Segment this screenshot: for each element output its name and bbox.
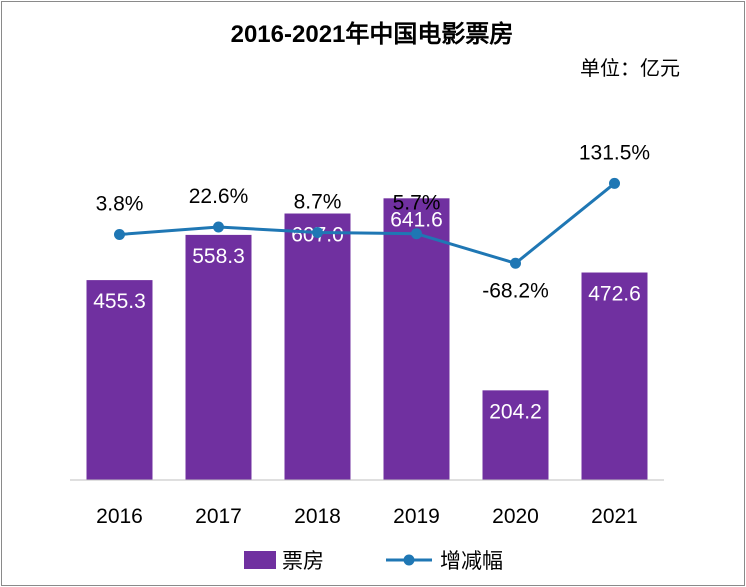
growth-label-2021: 131.5% bbox=[579, 141, 650, 164]
growth-label-2018: 8.7% bbox=[294, 191, 342, 214]
growth-line bbox=[119, 182, 616, 265]
growth-point-2018 bbox=[312, 227, 323, 239]
line-series: 3.8% 22.6% 8.7% 5.7% -68.2% 131.5% bbox=[96, 141, 651, 302]
x-axis-ticks: 2016 2017 2018 2019 2020 2021 bbox=[96, 505, 638, 528]
growth-point-2020 bbox=[510, 257, 521, 269]
growth-point-2021 bbox=[609, 177, 620, 189]
bar-label-2020: 204.2 bbox=[489, 400, 542, 423]
growth-label-2016: 3.8% bbox=[96, 192, 144, 215]
x-tick-2021: 2021 bbox=[591, 505, 638, 528]
bar-2016 bbox=[86, 280, 153, 480]
growth-label-2020: -68.2% bbox=[482, 279, 549, 302]
x-tick-2016: 2016 bbox=[96, 505, 143, 528]
legend-bar-swatch bbox=[244, 551, 276, 569]
growth-point-2017 bbox=[213, 221, 224, 233]
bar-2019 bbox=[383, 198, 450, 480]
legend-bar-label: 票房 bbox=[282, 550, 324, 573]
x-tick-2020: 2020 bbox=[492, 505, 539, 528]
unit-label: 单位：亿元 bbox=[580, 57, 680, 80]
bar-label-2016: 455.3 bbox=[93, 290, 146, 313]
bar-2018 bbox=[284, 213, 351, 480]
growth-label-2019: 5.7% bbox=[393, 192, 441, 215]
bar-2020 bbox=[482, 390, 549, 480]
legend-line-label: 增减幅 bbox=[440, 550, 503, 573]
x-tick-2018: 2018 bbox=[294, 505, 341, 528]
x-tick-2017: 2017 bbox=[195, 505, 242, 528]
legend: 票房 增减幅 bbox=[244, 550, 503, 573]
bar-label-2017: 558.3 bbox=[192, 245, 245, 268]
bar-2021 bbox=[581, 272, 648, 480]
bar-2017 bbox=[185, 234, 252, 480]
legend-line-marker bbox=[403, 554, 415, 566]
growth-point-2019 bbox=[411, 228, 422, 240]
bar-label-2021: 472.6 bbox=[588, 283, 641, 306]
growth-label-2017: 22.6% bbox=[189, 185, 249, 208]
growth-point-2016 bbox=[114, 228, 125, 240]
chart-title: 2016-2021年中国电影票房 bbox=[231, 20, 514, 48]
bar-label-2019: 641.6 bbox=[390, 208, 443, 231]
x-tick-2019: 2019 bbox=[393, 505, 440, 528]
